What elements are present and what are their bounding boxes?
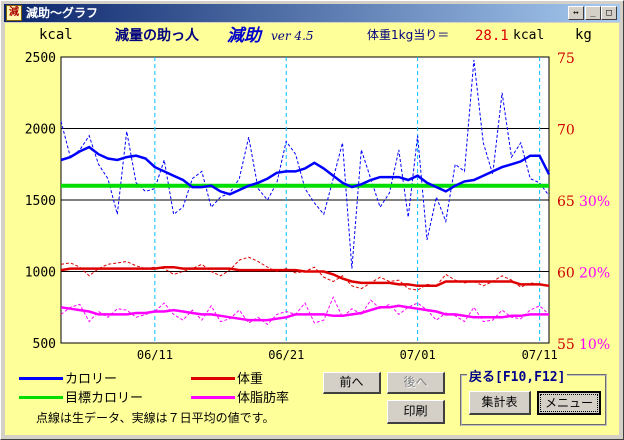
y-tick-label-kg: 60	[557, 266, 575, 282]
legend-line-calorie	[19, 377, 63, 380]
data-note: 点線は生データ、実線は７日平均の値です。	[36, 411, 275, 425]
calorie-raw-line	[60, 59, 550, 269]
x-tick-label: 06/21	[268, 348, 304, 362]
left-axis-unit: kcal	[39, 27, 73, 43]
maximize-button[interactable]: □	[601, 6, 617, 20]
menu-button[interactable]: メニュー	[537, 391, 601, 415]
summary-button[interactable]: 集計表	[469, 391, 531, 415]
weight-avg-line	[60, 265, 550, 288]
legend-label-calorie: カロリー	[65, 372, 118, 387]
x-tick-label: 07/01	[400, 348, 436, 362]
right-axis-unit: kg	[575, 27, 592, 43]
print-button[interactable]: 印刷	[387, 400, 445, 424]
legend-label-target: 目標カロリー	[65, 391, 144, 406]
calorie-avg-line	[60, 145, 551, 196]
per-kg-unit: kcal	[513, 28, 544, 43]
bodyfat-avg-line	[60, 304, 549, 322]
title-bar[interactable]: 減 減助〜グラフ ↔ _ □	[4, 4, 620, 22]
x-tick-label: 07/11	[522, 348, 558, 362]
y-tick-label-left: 2500	[25, 51, 56, 66]
client-area: kcal 減量の助っ人 減助 ver 4.5 体重1kg当り＝ 28.1 kca…	[5, 23, 619, 435]
window-title: 減助〜グラフ	[26, 6, 99, 20]
per-kg-value: 28.1	[475, 28, 509, 44]
app-logo: 減助	[227, 26, 263, 46]
legend-line-bodyfat	[191, 396, 235, 399]
legend-line-weight	[191, 377, 235, 380]
resize-icon[interactable]: ↔	[568, 6, 584, 20]
legend-line-target	[19, 396, 63, 399]
y-tick-label-left: 500	[33, 337, 56, 352]
y-tick-label-kg: 55	[557, 337, 575, 353]
prev-button[interactable]: 前へ	[323, 372, 381, 394]
x-tick-label: 06/11	[137, 348, 173, 362]
y-tick-label-pct: 20%	[579, 266, 610, 282]
y-tick-label-kg: 70	[557, 123, 575, 139]
app-icon[interactable]: 減	[6, 5, 22, 21]
y-tick-label-kg: 65	[557, 194, 575, 210]
chart: kcal 減量の助っ人 減助 ver 4.5 体重1kg当り＝ 28.1 kca…	[25, 26, 610, 362]
average-data-layer	[60, 145, 551, 322]
y-tick-label-left: 1500	[25, 194, 56, 209]
app-name: 減量の助っ人	[115, 27, 200, 44]
minimize-button[interactable]: _	[585, 6, 601, 20]
axis-labels: 06/11 06/21 07/01 07/11 2500 2000 1500 1000 500 7…	[25, 51, 610, 362]
legend-label-weight: 体重	[237, 372, 264, 387]
legend-label-bodyfat: 体脂肪率	[237, 391, 290, 406]
y-tick-label-pct: 10%	[579, 337, 610, 353]
y-tick-label-kg: 75	[557, 51, 575, 67]
per-kg-label: 体重1kg当り＝	[367, 28, 449, 42]
y-tick-label-pct: 30%	[579, 194, 610, 210]
y-tick-label-left: 2000	[25, 123, 56, 138]
version-text: ver 4.5	[271, 29, 314, 43]
back-group-label: 戻る[F10,F12]	[467, 366, 568, 385]
next-button[interactable]: 後へ	[387, 372, 445, 394]
y-tick-label-left: 1000	[25, 266, 56, 281]
